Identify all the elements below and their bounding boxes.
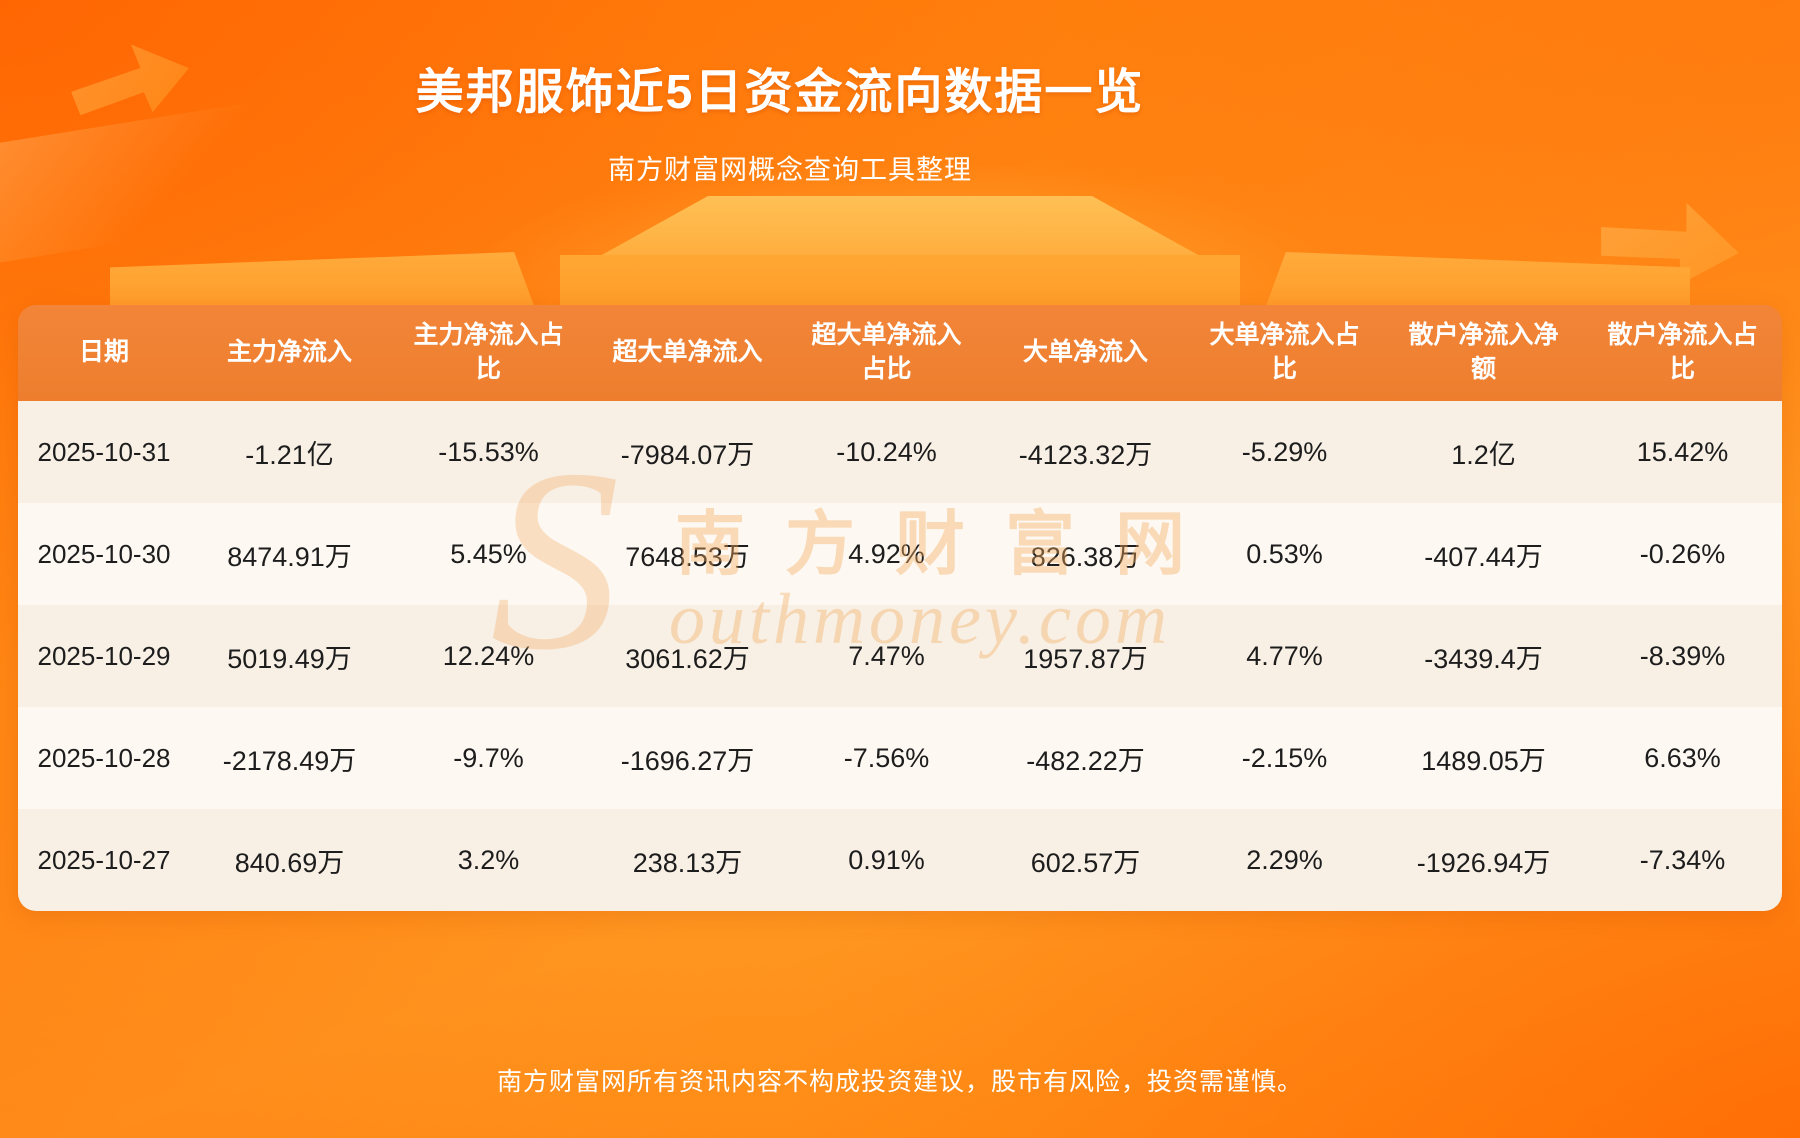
- cell-main-net-inflow-ratio: 3.2%: [457, 844, 520, 875]
- cell-main-net-inflow: 8474.91万: [227, 541, 352, 572]
- cell-retail-net-inflow: -1926.94万: [1416, 847, 1551, 878]
- header-retail-net-inflow-ratio: 散户净流入占比: [1607, 321, 1758, 383]
- table-row: 2025-10-28 -2178.49万 -9.7% -1696.27万 -7.…: [18, 707, 1782, 809]
- header-retail-net-inflow: 散户净流入净额: [1408, 321, 1559, 383]
- page-title: 美邦服饰近5日资金流向数据一览: [415, 66, 1145, 119]
- fund-flow-table: 日期 主力净流入 主力净流入占比 超大单净流入 超大单净流入占比 大单净流入 大…: [18, 305, 1782, 911]
- cell-date: 2025-10-28: [37, 742, 171, 773]
- cell-retail-net-inflow-ratio: 15.42%: [1636, 436, 1729, 467]
- cell-super-large-net-inflow-ratio: -10.24%: [836, 436, 937, 467]
- header-main-net-inflow: 主力净流入: [226, 338, 352, 367]
- page-subtitle: 南方财富网概念查询工具整理: [608, 155, 972, 185]
- cell-large-net-inflow: -4123.32万: [1018, 439, 1153, 470]
- arrow-decoration-right: [1592, 184, 1747, 295]
- cell-main-net-inflow-ratio: -15.53%: [438, 436, 539, 467]
- cell-super-large-net-inflow-ratio: -7.56%: [843, 742, 930, 773]
- cell-main-net-inflow-ratio: -9.7%: [453, 742, 524, 773]
- cell-main-net-inflow: -2178.49万: [222, 745, 357, 776]
- cell-super-large-net-inflow: 238.13万: [632, 847, 743, 878]
- table-header-row: 日期 主力净流入 主力净流入占比 超大单净流入 超大单净流入占比 大单净流入 大…: [18, 305, 1782, 401]
- cell-retail-net-inflow-ratio: -8.39%: [1639, 640, 1726, 671]
- header-super-large-net-inflow: 超大单净流入: [612, 338, 763, 367]
- header-large-net-inflow: 大单净流入: [1022, 338, 1148, 367]
- cell-large-net-inflow-ratio: 0.53%: [1246, 538, 1323, 569]
- table-row: 2025-10-29 5019.49万 12.24% 3061.62万 7.47…: [18, 605, 1782, 707]
- cell-super-large-net-inflow-ratio: 4.92%: [848, 538, 925, 569]
- cell-large-net-inflow-ratio: 4.77%: [1246, 640, 1323, 671]
- cell-large-net-inflow-ratio: -2.15%: [1241, 742, 1328, 773]
- header-super-large-net-inflow-ratio: 超大单净流入占比: [811, 321, 962, 383]
- cell-date: 2025-10-30: [37, 538, 171, 569]
- cell-super-large-net-inflow-ratio: 7.47%: [848, 640, 925, 671]
- cell-retail-net-inflow: -407.44万: [1424, 541, 1543, 572]
- cell-retail-net-inflow-ratio: -0.26%: [1639, 538, 1726, 569]
- cell-retail-net-inflow: 1.2亿: [1451, 439, 1516, 470]
- cell-date: 2025-10-31: [37, 436, 171, 467]
- cell-main-net-inflow: 840.69万: [234, 847, 345, 878]
- cell-retail-net-inflow: -3439.4万: [1424, 643, 1543, 674]
- header-large-net-inflow-ratio: 大单净流入占比: [1209, 321, 1360, 383]
- cell-super-large-net-inflow-ratio: 0.91%: [848, 844, 925, 875]
- cell-large-net-inflow: 602.57万: [1030, 847, 1141, 878]
- cell-main-net-inflow-ratio: 5.45%: [450, 538, 527, 569]
- cell-date: 2025-10-27: [37, 844, 171, 875]
- cell-date: 2025-10-29: [37, 640, 171, 671]
- header-date: 日期: [78, 338, 129, 367]
- cell-large-net-inflow: 826.38万: [1030, 541, 1141, 572]
- cell-main-net-inflow-ratio: 12.24%: [442, 640, 535, 671]
- cell-large-net-inflow: -482.22万: [1026, 745, 1145, 776]
- header-main-net-inflow-ratio: 主力净流入占比: [413, 321, 564, 383]
- cell-super-large-net-inflow: -7984.07万: [620, 439, 755, 470]
- table-row: 2025-10-31 -1.21亿 -15.53% -7984.07万 -10.…: [18, 401, 1782, 503]
- table-row: 2025-10-27 840.69万 3.2% 238.13万 0.91% 60…: [18, 809, 1782, 911]
- cell-retail-net-inflow-ratio: 6.63%: [1644, 742, 1721, 773]
- cell-large-net-inflow-ratio: -5.29%: [1241, 436, 1328, 467]
- cell-super-large-net-inflow: 7648.53万: [625, 541, 750, 572]
- podium-top-face: [600, 196, 1200, 256]
- cell-large-net-inflow-ratio: 2.29%: [1246, 844, 1323, 875]
- cell-retail-net-inflow-ratio: -7.34%: [1639, 844, 1726, 875]
- cell-large-net-inflow: 1957.87万: [1023, 643, 1148, 674]
- table-row: 2025-10-30 8474.91万 5.45% 7648.53万 4.92%…: [18, 503, 1782, 605]
- cell-main-net-inflow: 5019.49万: [227, 643, 352, 674]
- cell-retail-net-inflow: 1489.05万: [1421, 745, 1546, 776]
- cell-super-large-net-inflow: -1696.27万: [620, 745, 755, 776]
- cell-super-large-net-inflow: 3061.62万: [625, 643, 750, 674]
- disclaimer-text: 南方财富网所有资讯内容不构成投资建议，股市有风险，投资需谨慎。: [496, 1068, 1303, 1096]
- cell-main-net-inflow: -1.21亿: [245, 439, 334, 470]
